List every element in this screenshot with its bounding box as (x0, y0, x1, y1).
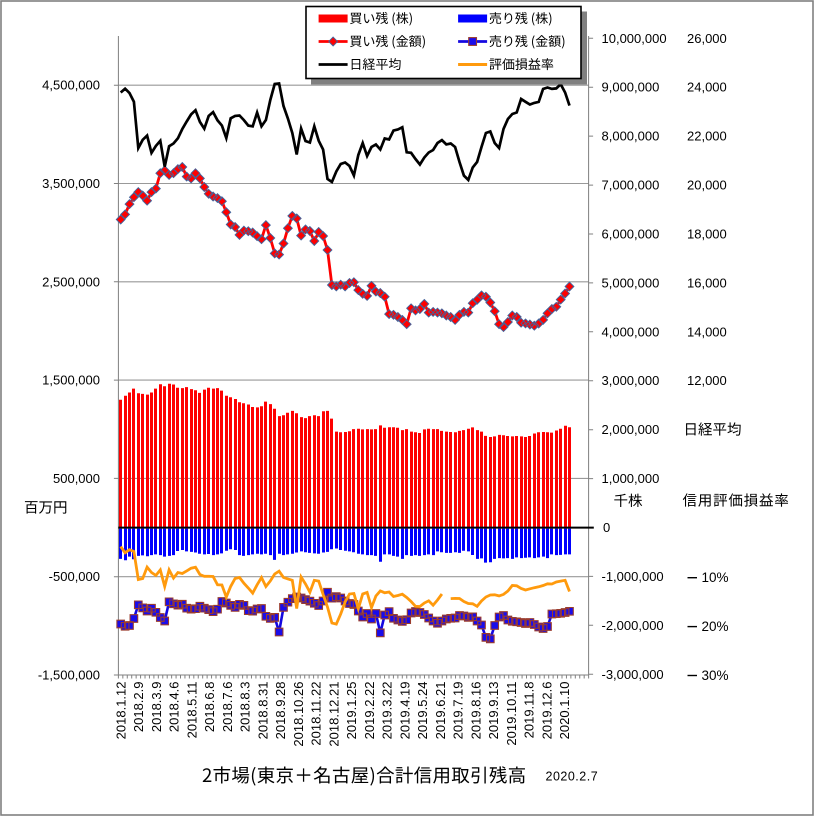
svg-text:-1,000,000: -1,000,000 (602, 569, 664, 584)
svg-text:1,000,000: 1,000,000 (602, 471, 660, 486)
svg-text:2,000,000: 2,000,000 (602, 422, 660, 437)
svg-text:30%: 30% (702, 668, 729, 683)
svg-text:24,000: 24,000 (687, 80, 727, 95)
svg-text:1,500,000: 1,500,000 (42, 373, 100, 388)
svg-text:2018.12.21: 2018.12.21 (326, 682, 341, 747)
svg-text:2018.6.8: 2018.6.8 (202, 682, 217, 733)
svg-text:2018.10.26: 2018.10.26 (291, 682, 306, 747)
svg-text:4,000,000: 4,000,000 (602, 324, 660, 339)
svg-text:22,000: 22,000 (687, 129, 727, 144)
svg-text:20,000: 20,000 (687, 178, 727, 193)
svg-text:3,500,000: 3,500,000 (42, 176, 100, 191)
svg-text:2019.1.25: 2019.1.25 (344, 682, 359, 740)
svg-text:2019.6.21: 2019.6.21 (433, 682, 448, 740)
svg-text:3,000,000: 3,000,000 (602, 373, 660, 388)
svg-text:2018.8.3: 2018.8.3 (238, 682, 253, 733)
svg-text:16,000: 16,000 (687, 275, 727, 290)
svg-text:2018.5.11: 2018.5.11 (184, 682, 199, 739)
svg-text:20%: 20% (702, 619, 729, 634)
svg-text:2019.9.13: 2019.9.13 (486, 682, 501, 740)
svg-text:2018.7.6: 2018.7.6 (220, 682, 235, 733)
svg-text:2018.2.9: 2018.2.9 (131, 682, 146, 733)
svg-text:-2,000,000: -2,000,000 (602, 618, 664, 633)
svg-text:2020.2.7: 2020.2.7 (546, 770, 599, 784)
svg-text:-3,000,000: -3,000,000 (602, 667, 664, 682)
svg-text:26,000: 26,000 (687, 31, 727, 46)
svg-text:2019.3.22: 2019.3.22 (380, 682, 395, 740)
svg-text:-1,500,000: -1,500,000 (38, 668, 100, 683)
svg-text:2018.8.31: 2018.8.31 (255, 682, 270, 740)
svg-text:500,000: 500,000 (53, 471, 100, 486)
svg-text:8,000,000: 8,000,000 (602, 129, 660, 144)
svg-text:-500,000: -500,000 (49, 569, 100, 584)
svg-text:7,000,000: 7,000,000 (602, 178, 660, 193)
svg-text:14,000: 14,000 (687, 324, 727, 339)
svg-text:6,000,000: 6,000,000 (602, 226, 660, 241)
svg-text:2019.5.24: 2019.5.24 (415, 682, 430, 740)
svg-text:0: 0 (603, 520, 610, 535)
svg-text:2019.11.8: 2019.11.8 (522, 682, 537, 739)
svg-text:12,000: 12,000 (687, 373, 727, 388)
svg-text:9,000,000: 9,000,000 (602, 80, 660, 95)
svg-text:2019.10.11: 2019.10.11 (504, 682, 519, 746)
svg-text:4,500,000: 4,500,000 (42, 78, 100, 93)
svg-text:2020.1.10: 2020.1.10 (557, 682, 572, 740)
svg-text:2018.3.9: 2018.3.9 (149, 682, 164, 733)
svg-text:5,000,000: 5,000,000 (602, 275, 660, 290)
svg-text:2019.2.22: 2019.2.22 (362, 682, 377, 740)
svg-text:2018.4.6: 2018.4.6 (167, 682, 182, 733)
svg-text:2019.4.19: 2019.4.19 (397, 682, 412, 740)
svg-text:2018.1.12: 2018.1.12 (113, 682, 128, 740)
svg-text:2,500,000: 2,500,000 (42, 274, 100, 289)
svg-text:2019.7.19: 2019.7.19 (451, 682, 466, 740)
svg-text:10%: 10% (702, 570, 729, 585)
svg-text:2018.11.22: 2018.11.22 (309, 682, 324, 746)
svg-text:10,000,000: 10,000,000 (602, 31, 667, 46)
svg-text:2019.12.6: 2019.12.6 (539, 682, 554, 740)
svg-text:18,000: 18,000 (687, 226, 727, 241)
svg-text:2019.8.16: 2019.8.16 (468, 682, 483, 740)
svg-text:2018.9.28: 2018.9.28 (273, 682, 288, 740)
